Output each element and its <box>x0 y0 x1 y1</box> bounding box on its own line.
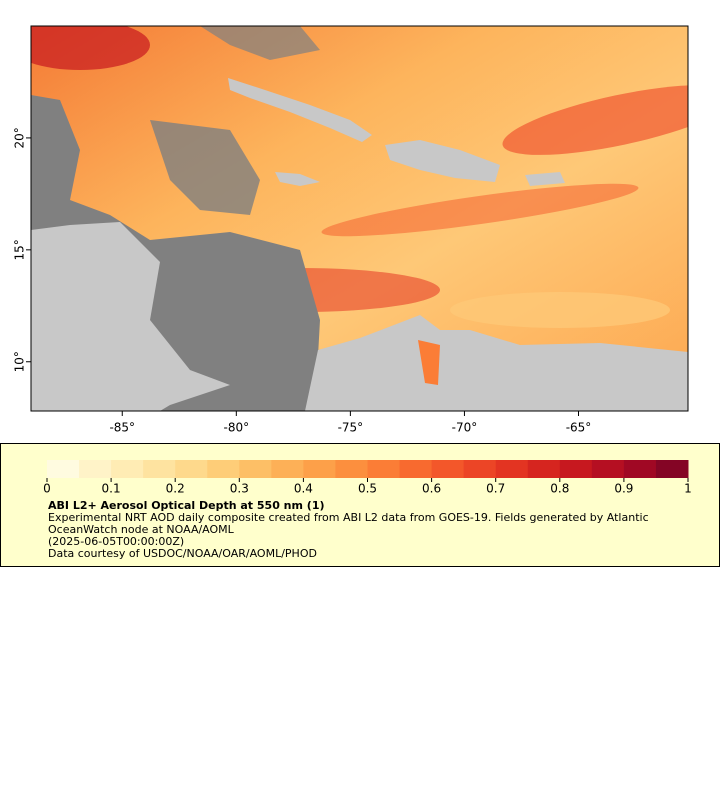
color-step <box>559 460 593 478</box>
color-step <box>175 460 208 478</box>
color-step <box>591 460 625 478</box>
x-tick-label: -75° <box>338 421 364 435</box>
color-step <box>143 460 176 478</box>
colorbar-tick-label: 0.2 <box>166 482 185 496</box>
colorbar-tick-label: 0 <box>43 482 51 496</box>
y-tick-label: 20° <box>13 127 27 148</box>
colorbar-tick-label: 0.6 <box>422 482 441 496</box>
legend-title: ABI L2+ Aerosol Optical Depth at 550 nm … <box>48 499 325 512</box>
color-step <box>431 460 465 478</box>
color-step <box>527 460 561 478</box>
colorbar-tick-label: 0.5 <box>358 482 377 496</box>
color-step <box>399 460 433 478</box>
color-step <box>367 460 401 478</box>
colorbar-tick-label: 0.3 <box>230 482 249 496</box>
y-tick-label: 15° <box>13 239 27 260</box>
color-step <box>623 460 657 478</box>
x-tick-label: -85° <box>109 421 135 435</box>
color-step <box>207 460 240 478</box>
color-step <box>239 460 272 478</box>
colorbar-tick-label: 0.9 <box>614 482 633 496</box>
x-tick-label: -65° <box>566 421 592 435</box>
color-step <box>655 460 689 478</box>
color-step <box>335 460 368 478</box>
colorbar-tick-label: 0.4 <box>294 482 313 496</box>
x-tick-label: -80° <box>224 421 250 435</box>
colorbar-tick-label: 0.8 <box>550 482 569 496</box>
colorbar-tick-label: 1 <box>684 482 692 496</box>
color-step <box>111 460 144 478</box>
color-step <box>495 460 529 478</box>
credit: Data courtesy of USDOC/NOAA/OAR/AOML/PHO… <box>48 547 317 560</box>
colorbar-tick-label: 0.7 <box>486 482 505 496</box>
aod-imagery <box>31 26 688 411</box>
legend-text: ABI L2+ Aerosol Optical Depth at 550 nm … <box>48 500 688 560</box>
color-step <box>463 460 497 478</box>
axes: -85° -80° -75° -70° -65° 10° 15° 20° <box>13 127 592 434</box>
y-tick-label: 10° <box>13 351 27 372</box>
color-step <box>271 460 304 478</box>
map-frame <box>30 25 689 412</box>
colorbar-tick-label: 0.1 <box>102 482 121 496</box>
x-tick-label: -70° <box>452 421 478 435</box>
color-step <box>303 460 336 478</box>
colorbar: 0 0.1 0.2 0.3 0.4 0.5 0.6 0.7 0.8 0.9 1 <box>43 460 692 496</box>
color-step <box>79 460 112 478</box>
description: Experimental NRT AOD daily composite cre… <box>48 511 649 536</box>
color-step <box>47 460 80 478</box>
time-stamp: (2025-06-05T00:00:00Z) <box>48 535 185 548</box>
